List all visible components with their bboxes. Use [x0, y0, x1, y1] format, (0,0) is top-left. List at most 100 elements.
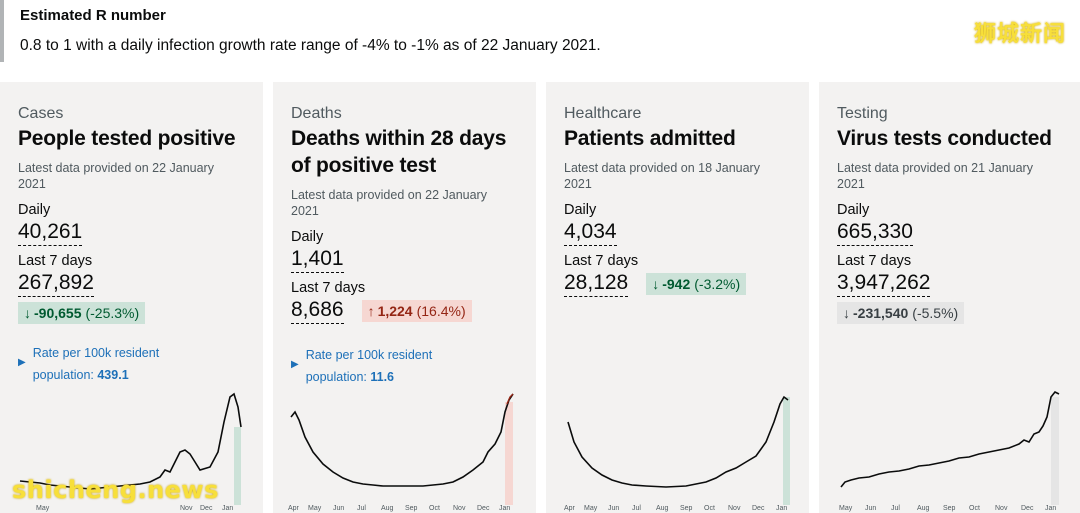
month-tick: Nov [180, 505, 193, 512]
change-badge: ↓ -231,540 (-5.5%) [837, 302, 965, 324]
daily-label: Daily [18, 202, 51, 218]
month-tick: Jan [499, 505, 510, 512]
card-testing[interactable]: Testing Virus tests conducted Latest dat… [819, 82, 1080, 513]
expand-triangle-icon[interactable]: ▶ [291, 359, 299, 370]
last-7-days-highlight [783, 397, 790, 505]
change-badge: ↓ -942 (-3.2%) [646, 272, 747, 295]
month-tick: Jun [608, 505, 619, 512]
card-deaths[interactable]: Deaths Deaths within 28 days of positive… [273, 82, 536, 513]
month-tick: Dec [200, 505, 213, 512]
card-title[interactable]: Patients admitted [564, 127, 736, 150]
card-category: Deaths [291, 105, 342, 122]
r-number-text: 0.8 to 1 with a daily infection growth r… [20, 37, 601, 54]
month-tick: Jan [776, 505, 787, 512]
week-label: Last 7 days [837, 253, 912, 269]
change-percent: (16.4%) [416, 302, 466, 319]
month-tick: Sep [405, 505, 418, 512]
month-tick: Jan [1045, 505, 1056, 512]
arrow-down-icon: ↓ [843, 305, 850, 321]
r-number-banner: Estimated R number 0.8 to 1 with a daily… [0, 0, 1080, 62]
month-tick: Aug [656, 505, 669, 512]
month-tick: Jun [333, 505, 344, 512]
rate-value: 439.1 [97, 368, 129, 382]
daily-label: Daily [291, 229, 324, 245]
change-badge: ↓ -90,655 (-25.3%) [18, 302, 146, 324]
week-label: Last 7 days [291, 280, 366, 296]
month-tick: Jul [357, 505, 366, 512]
daily-value[interactable]: 1,401 [291, 246, 344, 273]
card-updated-date: Latest data provided on 22 January 2021 [18, 161, 214, 191]
r-number-title: Estimated R number [20, 7, 166, 24]
expand-triangle-icon[interactable]: ▶ [18, 357, 26, 368]
card-updated-date: Latest data provided on 22 January 2021 [291, 188, 487, 218]
sparkline-healthcare: Apr May Jun Jul Aug Sep Oct Nov Dec Jan [564, 395, 790, 512]
arrow-up-icon: ↑ [367, 302, 375, 319]
card-category: Cases [18, 105, 64, 122]
sparkline-line [19, 392, 242, 490]
sparkline-rising-segment [506, 393, 514, 405]
month-tick: Jan [222, 505, 233, 512]
month-tick: Nov [453, 505, 466, 512]
rate-label-2: population: [305, 370, 367, 384]
month-tick: Nov [728, 505, 741, 512]
summary-cards: Cases People tested positive Latest data… [0, 82, 1080, 513]
month-tick: Aug [917, 505, 930, 512]
daily-value[interactable]: 4,034 [564, 219, 617, 246]
daily-value[interactable]: 665,330 [837, 219, 913, 246]
month-tick: Oct [969, 505, 980, 512]
rate-value: 11.6 [370, 370, 394, 384]
change-badge: ↑ 1,224 (16.4%) [361, 299, 472, 322]
month-tick: Jun [865, 505, 876, 512]
rate-disclosure[interactable]: ▶ Rate per 100k resident population: 11.… [291, 344, 518, 388]
month-tick: Sep [943, 505, 956, 512]
card-updated-date: Latest data provided on 18 January 2021 [564, 161, 760, 191]
card-category: Testing [837, 105, 888, 122]
month-tick: Aug [381, 505, 394, 512]
week-label: Last 7 days [18, 253, 93, 269]
card-healthcare[interactable]: Healthcare Patients admitted Latest data… [546, 82, 809, 513]
sparkline-cases: May Nov Dec Jan [19, 392, 242, 512]
card-title[interactable]: Virus tests conducted [837, 127, 1052, 150]
card-cases[interactable]: Cases People tested positive Latest data… [0, 82, 263, 513]
change-value: 1,224 [377, 302, 413, 319]
rate-label[interactable]: Rate per 100k resident [32, 346, 160, 360]
week-value[interactable]: 28,128 [564, 270, 629, 297]
watermark-logo-top: 狮城新闻 [973, 22, 1066, 47]
daily-value[interactable]: 40,261 [18, 219, 83, 246]
month-tick: Dec [1021, 505, 1034, 512]
watermark-site: shicheng.news [12, 476, 219, 504]
sparkline-line [290, 393, 514, 487]
change-value: -942 [662, 275, 691, 292]
card-title[interactable]: People tested positive [18, 127, 236, 150]
month-tick: Jul [632, 505, 641, 512]
month-tick: Apr [288, 505, 300, 512]
month-tick: May [36, 505, 50, 512]
last-7-days-highlight [1051, 397, 1059, 505]
card-title[interactable]: Deaths within 28 days of positive test [291, 127, 507, 177]
week-label: Last 7 days [564, 253, 639, 269]
week-value[interactable]: 267,892 [18, 270, 94, 297]
month-tick: Sep [680, 505, 693, 512]
rate-label[interactable]: Rate per 100k resident [305, 348, 433, 362]
card-updated-date: Latest data provided on 21 January 2021 [837, 161, 1033, 191]
sparkline-deaths: Apr May Jun Jul Aug Sep Oct Nov Dec Jan [288, 393, 514, 512]
week-value[interactable]: 3,947,262 [837, 270, 931, 297]
rate-disclosure[interactable]: ▶ Rate per 100k resident population: 439… [18, 342, 245, 386]
sparkline-testing: May Jun Jul Aug Sep Oct Nov Dec Jan [839, 390, 1060, 512]
week-value[interactable]: 8,686 [291, 297, 344, 324]
arrow-down-icon: ↓ [24, 305, 31, 321]
month-tick: Apr [564, 505, 576, 512]
month-tick: Jul [891, 505, 900, 512]
change-value: -90,655 [34, 305, 82, 321]
sparkline-line [567, 395, 789, 488]
rate-label-2: population: [32, 368, 94, 382]
sparkline-line [840, 390, 1060, 488]
change-percent: (-25.3%) [85, 305, 140, 321]
month-tick: May [839, 505, 853, 512]
month-tick: May [584, 505, 598, 512]
change-percent: (-3.2%) [694, 275, 741, 292]
last-7-days-highlight [234, 427, 241, 505]
month-tick: Dec [752, 505, 765, 512]
month-tick: Dec [477, 505, 490, 512]
month-tick: Oct [704, 505, 715, 512]
